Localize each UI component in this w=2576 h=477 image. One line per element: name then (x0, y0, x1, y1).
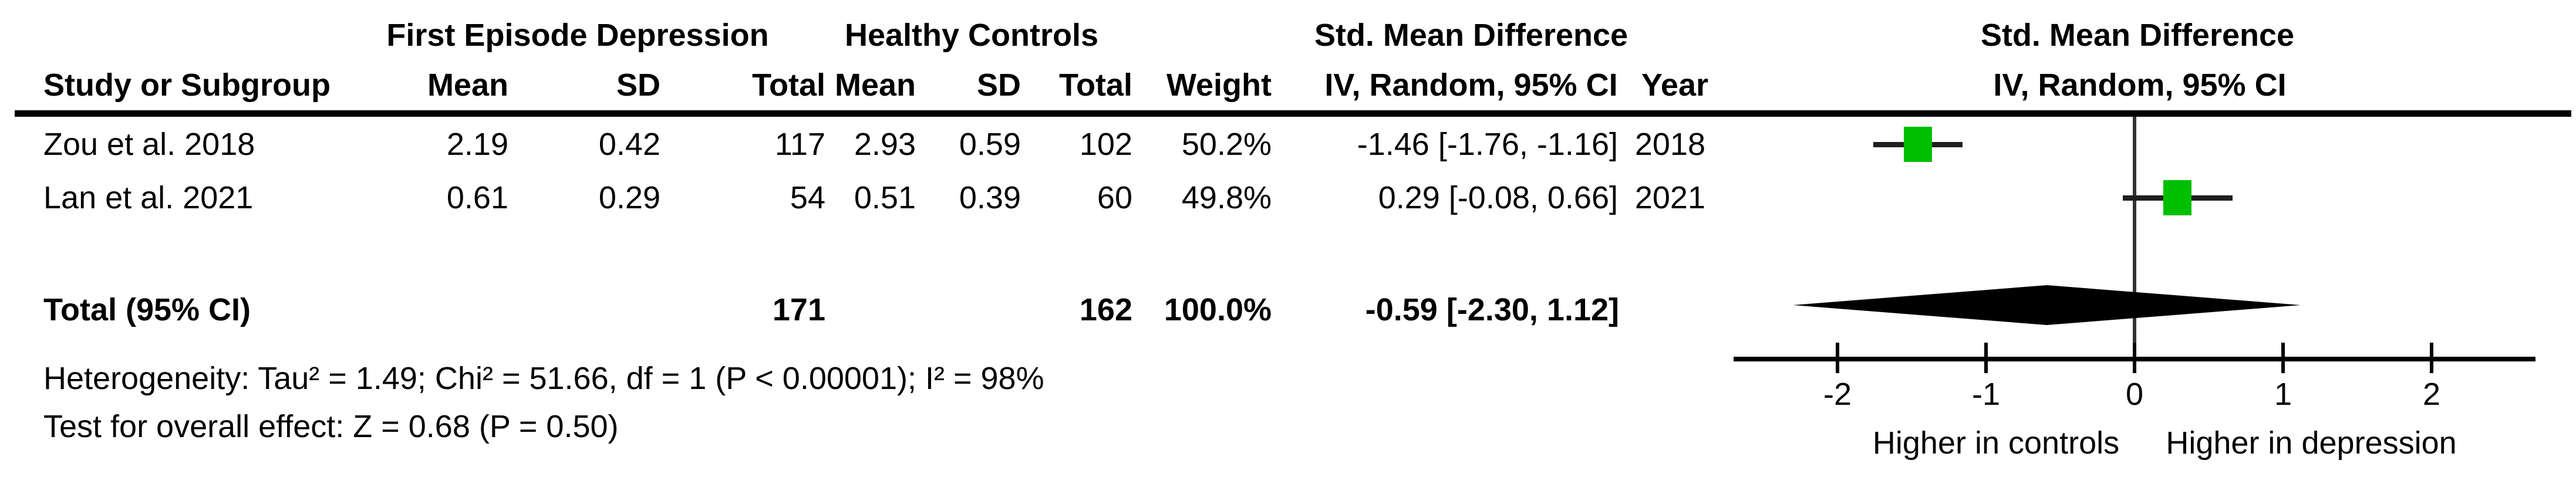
tick-mark (2430, 343, 2433, 373)
study-name: Zou et al. 2018 (43, 127, 255, 162)
col-weight-header: Weight (1166, 67, 1272, 103)
tick-mark (2281, 343, 2285, 373)
col-year-header: Year (1641, 67, 1708, 103)
col-ci-header: IV, Random, 95% CI (1324, 67, 1618, 103)
mean-exp: 2.19 (446, 127, 508, 162)
heterogeneity-text: Heterogeneity: Tau² = 1.49; Chi² = 51.66… (43, 361, 1044, 396)
tick-label: 0 (2125, 377, 2144, 412)
col-mean-exp-header: Mean (427, 67, 508, 103)
smd-ci-text: -1.46 [-1.76, -1.16] (1357, 127, 1618, 162)
total-exp: 54 (790, 180, 825, 215)
sd-ctrl: 0.59 (959, 127, 1021, 162)
mean-ctrl: 0.51 (854, 180, 916, 215)
tick-label: 1 (2274, 377, 2292, 412)
group-header-control: Healthy Controls (844, 18, 1099, 53)
total-ctrl: 102 (1079, 127, 1132, 162)
col-study-header: Study or Subgroup (43, 67, 331, 103)
sd-ctrl: 0.39 (959, 180, 1021, 215)
total-exp-n: 171 (772, 292, 825, 327)
total-ci-text: -0.59 [-2.30, 1.12] (1365, 292, 1619, 327)
weight: 49.8% (1181, 180, 1272, 215)
mean-exp: 0.61 (446, 180, 508, 215)
pooled-diamond (1793, 285, 2301, 325)
sd-exp: 0.42 (598, 127, 660, 162)
year: 2021 (1634, 180, 1705, 215)
group-header-experimental: First Episode Depression (386, 18, 769, 53)
col-sd-exp-header: SD (616, 67, 660, 103)
col-total-ctrl-header: Total (1059, 67, 1132, 103)
total-ctrl: 60 (1097, 180, 1132, 215)
smd-header-table: Std. Mean Difference (1314, 18, 1628, 53)
col-total-exp-header: Total (752, 67, 825, 103)
total-weight: 100.0% (1164, 292, 1272, 327)
total-label: Total (95% CI) (43, 292, 251, 327)
tick-label: -2 (1823, 377, 1852, 412)
tick-mark (1984, 343, 1988, 373)
tick-label: 2 (2422, 377, 2441, 412)
study-name: Lan et al. 2021 (43, 180, 254, 215)
tick-label: -1 (1971, 377, 2001, 412)
total-ctrl-n: 162 (1079, 292, 1132, 327)
mean-ctrl: 2.93 (854, 127, 916, 162)
total-exp: 117 (774, 127, 825, 162)
smd-ci-text: 0.29 [-0.08, 0.66] (1378, 180, 1618, 215)
weight: 50.2% (1181, 127, 1272, 162)
zero-effect-line (2133, 117, 2136, 361)
axis-label-left: Higher in controls (1872, 425, 2120, 461)
tick-mark (2133, 343, 2136, 373)
year: 2018 (1634, 127, 1705, 162)
overall-effect-text: Test for overall effect: Z = 0.68 (P = 0… (43, 409, 619, 444)
study-marker (2163, 180, 2192, 215)
col-mean-ctrl-header: Mean (834, 67, 916, 103)
study-marker (1903, 127, 1932, 162)
tick-mark (1836, 343, 1839, 373)
col-ci-plot-header: IV, Random, 95% CI (1993, 67, 2287, 103)
smd-header-plot: Std. Mean Difference (1980, 18, 2295, 53)
axis-label-right: Higher in depression (2166, 425, 2457, 461)
col-sd-ctrl-header: SD (976, 67, 1021, 103)
sd-exp: 0.29 (598, 180, 660, 215)
header-separator-line (15, 110, 2571, 117)
